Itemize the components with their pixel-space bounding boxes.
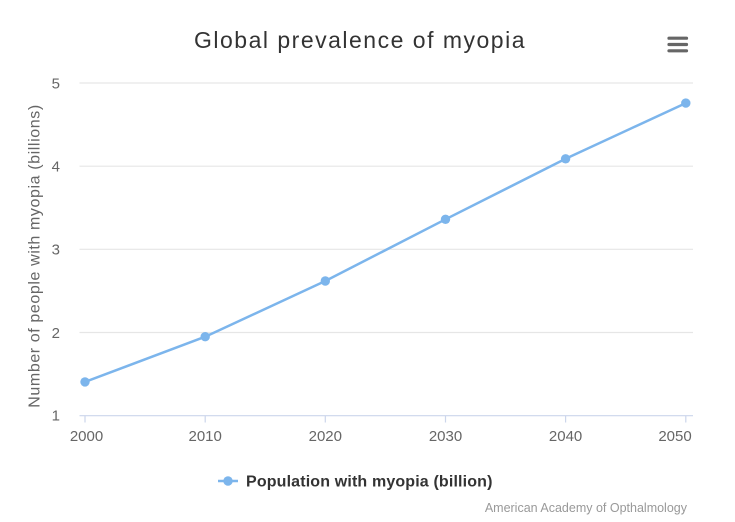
svg-text:2000: 2000 [70,428,103,445]
svg-text:2050: 2050 [658,428,691,445]
svg-text:1: 1 [52,408,60,425]
svg-text:Population with myopia (billio: Population with myopia (billion) [246,474,493,491]
svg-text:5: 5 [52,75,60,92]
svg-text:2020: 2020 [309,428,342,445]
svg-text:2030: 2030 [429,428,462,445]
svg-text:2040: 2040 [549,428,582,445]
svg-text:Global prevalence of myopia: Global prevalence of myopia [194,27,526,53]
svg-text:3: 3 [52,242,60,259]
svg-text:4: 4 [52,159,60,176]
svg-text:2: 2 [52,325,60,342]
svg-text:Number of people with myopia (: Number of people with myopia (billions) [27,104,44,408]
svg-text:2010: 2010 [189,428,222,445]
svg-text:American Academy of Opthalmolo: American Academy of Opthalmology [485,501,688,515]
